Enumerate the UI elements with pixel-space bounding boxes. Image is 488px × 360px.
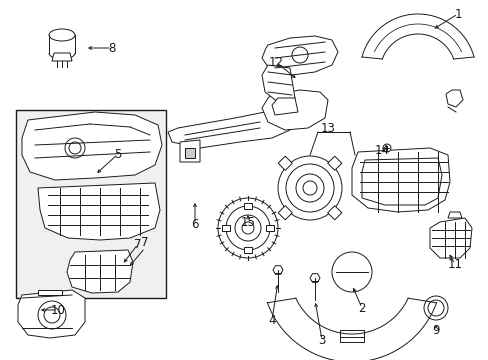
Polygon shape xyxy=(445,90,462,107)
Circle shape xyxy=(295,174,324,202)
Circle shape xyxy=(225,206,269,250)
Polygon shape xyxy=(244,247,251,253)
Polygon shape xyxy=(327,156,341,170)
Polygon shape xyxy=(38,290,62,295)
Polygon shape xyxy=(184,148,195,158)
Circle shape xyxy=(242,222,253,234)
Circle shape xyxy=(38,301,66,329)
Text: 10: 10 xyxy=(50,303,65,316)
Circle shape xyxy=(331,252,371,292)
Polygon shape xyxy=(447,212,461,218)
Polygon shape xyxy=(351,148,449,212)
Polygon shape xyxy=(278,156,292,170)
Circle shape xyxy=(382,144,390,152)
Text: 12: 12 xyxy=(268,55,283,68)
Polygon shape xyxy=(262,90,327,130)
Polygon shape xyxy=(278,206,292,220)
FancyBboxPatch shape xyxy=(16,110,165,298)
Text: 8: 8 xyxy=(108,41,116,54)
Text: 3: 3 xyxy=(318,333,325,346)
Polygon shape xyxy=(262,36,337,75)
Polygon shape xyxy=(429,218,471,258)
Polygon shape xyxy=(339,330,363,342)
Circle shape xyxy=(69,142,81,154)
Polygon shape xyxy=(168,108,294,148)
Polygon shape xyxy=(244,203,251,209)
Text: 4: 4 xyxy=(268,314,275,327)
Polygon shape xyxy=(180,140,200,162)
Polygon shape xyxy=(262,65,294,102)
Text: 13: 13 xyxy=(320,122,335,135)
Text: 6: 6 xyxy=(191,217,198,230)
Text: 9: 9 xyxy=(431,324,439,337)
Text: 14: 14 xyxy=(374,144,389,157)
Text: 2: 2 xyxy=(358,302,365,315)
Polygon shape xyxy=(309,274,319,282)
Polygon shape xyxy=(18,290,85,338)
Polygon shape xyxy=(222,225,229,231)
Circle shape xyxy=(65,138,85,158)
Polygon shape xyxy=(327,206,341,220)
Circle shape xyxy=(44,307,60,323)
Text: 5: 5 xyxy=(114,148,122,161)
Polygon shape xyxy=(67,250,133,293)
Text: 1: 1 xyxy=(453,8,461,21)
Polygon shape xyxy=(265,225,273,231)
Circle shape xyxy=(235,215,261,241)
Circle shape xyxy=(423,296,447,320)
Polygon shape xyxy=(52,53,72,61)
Circle shape xyxy=(291,47,307,63)
Circle shape xyxy=(427,300,443,316)
Circle shape xyxy=(303,181,316,195)
Circle shape xyxy=(285,164,333,212)
Text: 15: 15 xyxy=(240,216,255,229)
Polygon shape xyxy=(361,158,441,205)
Text: 11: 11 xyxy=(447,257,462,270)
Polygon shape xyxy=(38,183,160,240)
Circle shape xyxy=(278,156,341,220)
Circle shape xyxy=(218,198,278,258)
Polygon shape xyxy=(22,112,162,180)
Ellipse shape xyxy=(49,29,75,41)
Text: 7: 7 xyxy=(134,238,142,251)
Polygon shape xyxy=(271,98,297,115)
Text: 7: 7 xyxy=(141,237,148,249)
Polygon shape xyxy=(272,266,283,274)
